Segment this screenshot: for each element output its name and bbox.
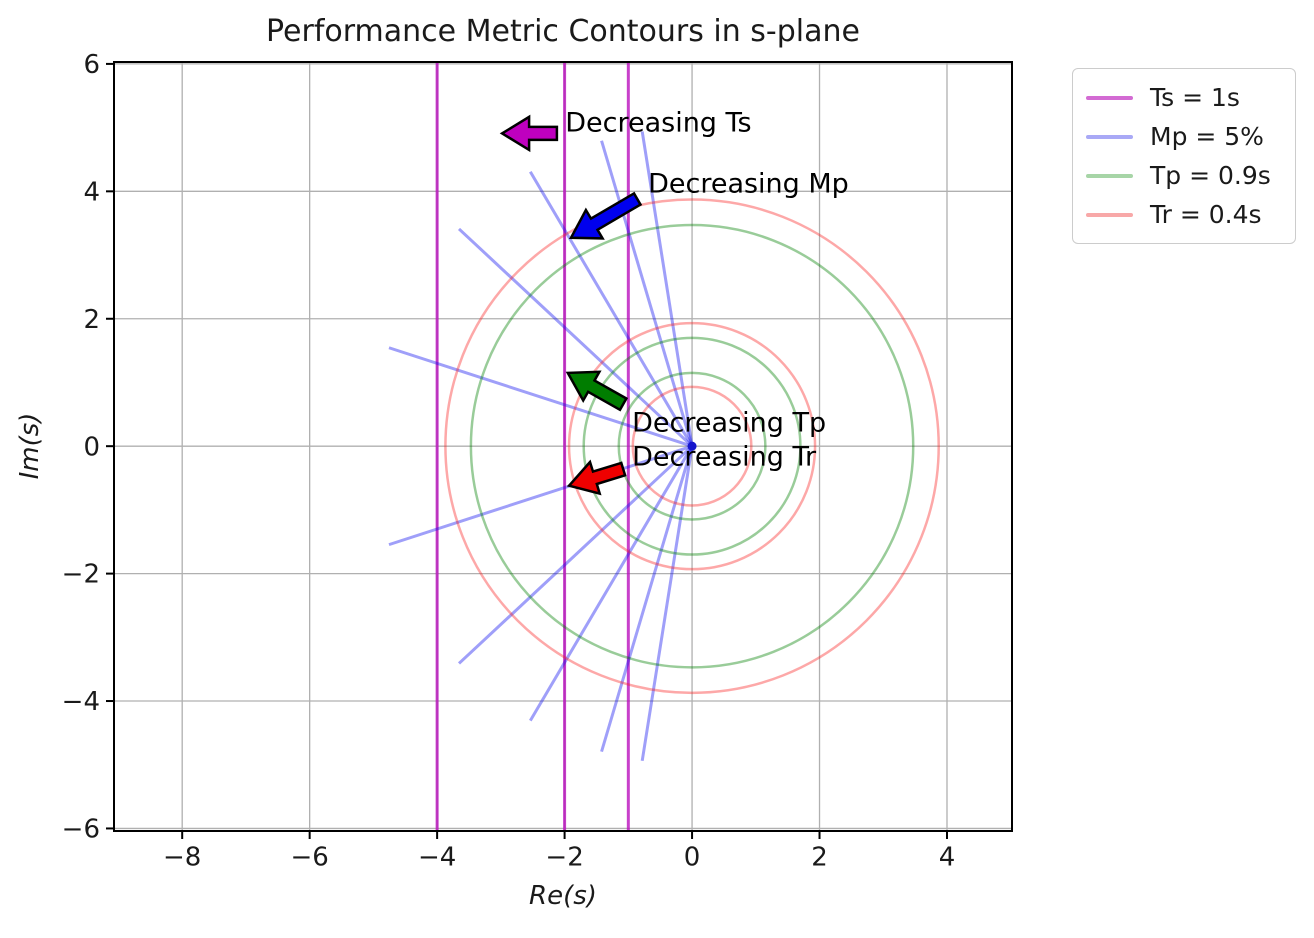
x-tick-label: −6 xyxy=(290,842,328,872)
x-tick-label: −4 xyxy=(418,842,456,872)
arrow xyxy=(499,114,559,153)
legend: Ts = 1s Mp = 5% Tp = 0.9s Tr = 0.4s xyxy=(1072,68,1296,244)
y-axis-label: Im(s) xyxy=(15,412,45,480)
arrow xyxy=(565,370,629,412)
mp-contour-rays xyxy=(388,131,694,762)
arrow xyxy=(566,459,627,496)
legend-label-tp: Tp = 0.9s xyxy=(1150,161,1271,190)
annotation-decreasing-tp: Decreasing Tp xyxy=(632,407,827,439)
gridlines xyxy=(114,62,1012,831)
x-tick-label: 4 xyxy=(939,842,956,872)
ts-contour-lines xyxy=(435,62,630,831)
y-tick-label: 0 xyxy=(83,432,100,462)
x-tick-label: −2 xyxy=(545,842,583,872)
y-tick-label: −4 xyxy=(62,687,100,717)
y-tick-label: −6 xyxy=(62,815,100,845)
legend-item-tp: Tp = 0.9s xyxy=(1073,156,1295,195)
legend-item-mp: Mp = 5% xyxy=(1073,117,1295,156)
legend-label-ts: Ts = 1s xyxy=(1150,83,1240,112)
legend-line-swatch-tr xyxy=(1086,212,1133,217)
tick-marks-and-labels: −8 −6 −4 −2 0 2 4 −6 −4 −2 0 2 4 6 xyxy=(62,50,956,872)
legend-label-tr: Tr = 0.4s xyxy=(1150,200,1262,229)
x-tick-label: 2 xyxy=(811,842,828,872)
x-tick-label: −8 xyxy=(163,842,201,872)
origin-marker xyxy=(687,441,697,451)
y-tick-label: −2 xyxy=(62,560,100,590)
y-tick-label: 2 xyxy=(83,305,100,335)
chart-title: Performance Metric Contours in s-plane xyxy=(266,14,860,49)
arrow xyxy=(568,191,643,240)
annotation-decreasing-tr: Decreasing Tr xyxy=(632,441,817,473)
legend-line-swatch-tp xyxy=(1086,173,1133,178)
x-tick-label: 0 xyxy=(684,842,701,872)
annotation-decreasing-ts: Decreasing Ts xyxy=(565,107,752,139)
legend-line-swatch-ts xyxy=(1086,95,1133,100)
legend-line-swatch-mp xyxy=(1086,134,1133,139)
annotation-arrows xyxy=(499,114,643,496)
y-tick-label: 4 xyxy=(83,177,100,207)
annotation-decreasing-mp: Decreasing Mp xyxy=(648,168,849,200)
legend-item-tr: Tr = 0.4s xyxy=(1073,195,1295,234)
legend-item-ts: Ts = 1s xyxy=(1073,78,1295,117)
legend-label-mp: Mp = 5% xyxy=(1150,122,1264,151)
tr-contour-circles xyxy=(444,198,940,695)
x-axis-label: Re(s) xyxy=(529,881,597,911)
tp-contour-circles xyxy=(469,223,915,669)
y-tick-label: 6 xyxy=(83,50,100,80)
